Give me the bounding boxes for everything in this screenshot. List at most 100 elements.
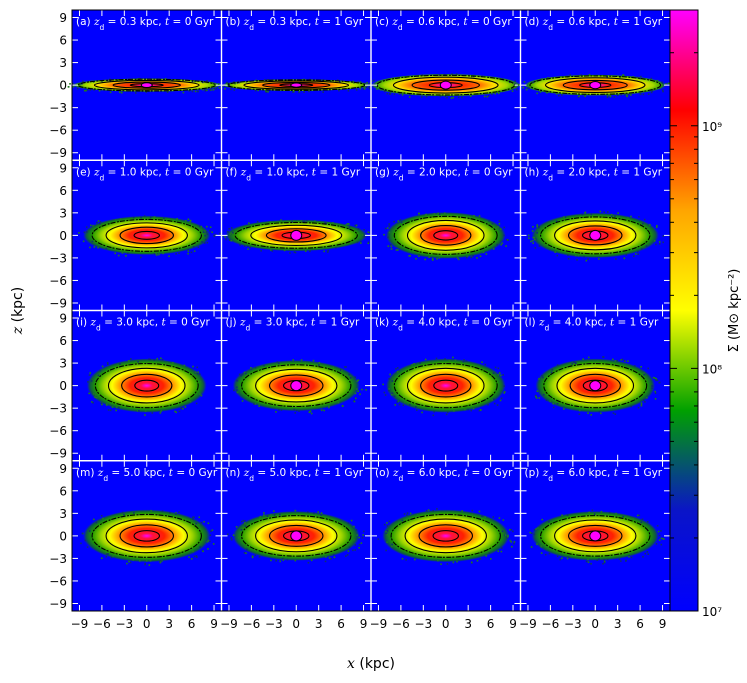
- density-contour: [91, 218, 202, 252]
- noise-speck: [622, 74, 625, 76]
- noise-speck: [389, 243, 392, 246]
- noise-speck: [599, 210, 602, 213]
- noise-speck: [535, 528, 537, 530]
- y-tick-label: 6: [59, 184, 67, 198]
- noise-speck: [561, 514, 563, 517]
- noise-speck: [456, 257, 459, 259]
- x-tick-label: −3: [115, 617, 133, 631]
- noise-speck: [210, 87, 212, 90]
- noise-speck: [109, 78, 111, 81]
- noise-speck: [499, 399, 502, 402]
- y-tick-label: −3: [49, 101, 67, 115]
- noise-speck: [388, 520, 391, 523]
- noise-speck: [432, 509, 434, 512]
- noise-speck: [479, 558, 482, 560]
- noise-speck: [263, 79, 266, 81]
- noise-speck: [608, 511, 611, 514]
- noise-speck: [445, 413, 448, 416]
- y-tick-label: −9: [49, 296, 67, 310]
- noise-speck: [497, 367, 500, 370]
- noise-speck: [238, 537, 240, 539]
- noise-speck: [389, 93, 391, 95]
- noise-speck: [431, 259, 434, 261]
- noise-speck: [556, 402, 559, 405]
- noise-speck: [156, 357, 159, 360]
- noise-speck: [653, 377, 656, 379]
- noise-speck: [132, 216, 135, 219]
- noise-speck: [310, 412, 313, 415]
- noise-speck: [318, 364, 320, 366]
- noise-speck: [472, 407, 475, 410]
- noise-speck: [390, 245, 393, 248]
- noise-speck: [240, 374, 242, 377]
- noise-speck: [303, 220, 306, 223]
- noise-speck: [89, 246, 91, 249]
- noise-speck: [336, 79, 339, 82]
- noise-speck: [408, 255, 410, 257]
- noise-speck: [552, 402, 555, 405]
- noise-speck: [513, 541, 516, 543]
- noise-speck: [481, 515, 483, 518]
- y-tick-label: −3: [49, 552, 67, 566]
- noise-speck: [494, 92, 497, 95]
- noise-speck: [612, 412, 615, 414]
- density-contour: [250, 224, 343, 247]
- noise-speck: [443, 212, 446, 215]
- noise-speck: [619, 560, 622, 562]
- noise-speck: [231, 233, 234, 235]
- noise-speck: [585, 560, 588, 563]
- noise-speck: [368, 83, 371, 85]
- central-peak: [589, 229, 602, 241]
- edge-noise: [382, 356, 506, 417]
- noise-speck: [231, 231, 234, 234]
- noise-speck: [587, 412, 589, 414]
- noise-speck: [625, 560, 627, 562]
- noise-speck: [338, 369, 341, 372]
- y-tick-label: −3: [49, 251, 67, 265]
- density-map: [83, 509, 211, 563]
- panel-o: (o) zd = 6.0 kpc, t = 0 Gyr: [371, 460, 521, 611]
- noise-speck: [155, 252, 157, 255]
- noise-speck: [642, 399, 645, 401]
- noise-speck: [637, 253, 640, 256]
- noise-speck: [633, 365, 636, 367]
- noise-speck: [587, 258, 589, 260]
- noise-speck: [653, 240, 656, 242]
- noise-speck: [126, 79, 129, 81]
- noise-speck: [344, 555, 347, 557]
- noise-speck: [277, 362, 280, 365]
- noise-speck: [195, 522, 197, 525]
- noise-speck: [654, 398, 657, 400]
- noise-speck: [398, 403, 401, 406]
- density-contour: [544, 77, 646, 94]
- noise-speck: [81, 532, 84, 535]
- panel-label: (n) zd = 5.0 kpc, t = 1 Gyr: [226, 467, 364, 483]
- density-contour: [255, 519, 338, 553]
- noise-speck: [230, 227, 233, 229]
- noise-speck: [293, 408, 296, 411]
- noise-speck: [192, 550, 194, 553]
- noise-speck: [361, 234, 364, 236]
- y-tick-label: −6: [49, 124, 67, 138]
- noise-speck: [394, 404, 397, 406]
- noise-speck: [175, 253, 177, 255]
- noise-speck: [244, 545, 247, 548]
- noise-speck: [561, 94, 563, 96]
- noise-speck: [627, 93, 630, 96]
- x-tick-label: 0: [143, 617, 151, 631]
- noise-speck: [556, 555, 559, 558]
- noise-speck: [567, 254, 569, 256]
- noise-speck: [402, 404, 405, 407]
- density-map: [385, 358, 506, 413]
- x-tick-label: 9: [360, 617, 368, 631]
- noise-speck: [320, 409, 323, 412]
- noise-speck: [559, 558, 562, 561]
- noise-speck: [270, 249, 272, 251]
- noise-speck: [333, 556, 336, 559]
- noise-speck: [162, 252, 165, 255]
- noise-speck: [425, 213, 428, 216]
- noise-speck: [250, 368, 253, 370]
- noise-speck: [92, 393, 95, 395]
- noise-speck: [384, 227, 387, 230]
- panel-ticks: [221, 160, 371, 311]
